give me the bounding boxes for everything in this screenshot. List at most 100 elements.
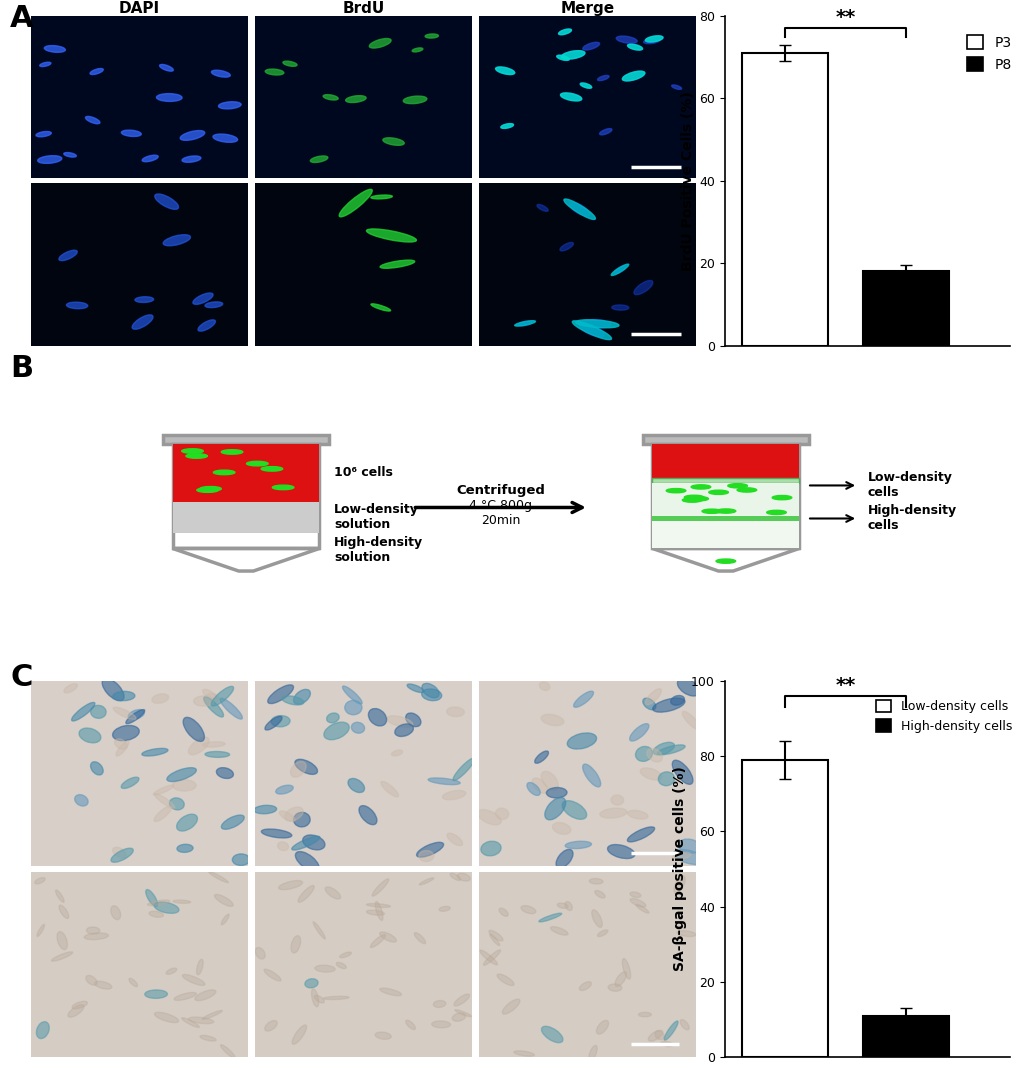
Ellipse shape: [156, 94, 182, 101]
Ellipse shape: [79, 728, 101, 743]
Ellipse shape: [64, 153, 76, 157]
Ellipse shape: [290, 761, 306, 778]
Legend: P3, P8: P3, P8: [960, 30, 1016, 77]
Ellipse shape: [189, 737, 209, 755]
Ellipse shape: [701, 509, 720, 514]
Ellipse shape: [172, 780, 196, 791]
Ellipse shape: [37, 925, 45, 937]
Ellipse shape: [565, 842, 591, 849]
Ellipse shape: [565, 901, 572, 911]
Ellipse shape: [540, 714, 564, 725]
Ellipse shape: [173, 900, 191, 904]
Ellipse shape: [403, 96, 426, 104]
Ellipse shape: [582, 43, 599, 50]
Ellipse shape: [282, 61, 297, 66]
Ellipse shape: [375, 901, 382, 921]
Ellipse shape: [532, 778, 547, 794]
Ellipse shape: [527, 783, 540, 796]
Ellipse shape: [163, 235, 191, 246]
Ellipse shape: [91, 705, 106, 719]
Ellipse shape: [315, 965, 335, 972]
Ellipse shape: [691, 485, 710, 489]
Ellipse shape: [35, 878, 45, 884]
Ellipse shape: [296, 851, 319, 871]
Ellipse shape: [416, 843, 443, 858]
Ellipse shape: [394, 724, 413, 737]
Bar: [172, 444, 319, 549]
Ellipse shape: [278, 880, 303, 890]
Ellipse shape: [645, 36, 662, 42]
Ellipse shape: [599, 808, 627, 818]
Text: **: **: [835, 9, 855, 27]
Ellipse shape: [555, 849, 573, 868]
Ellipse shape: [589, 879, 602, 884]
Ellipse shape: [185, 454, 207, 458]
Ellipse shape: [550, 927, 568, 936]
Ellipse shape: [313, 922, 325, 939]
Bar: [652, 477, 799, 483]
Ellipse shape: [279, 811, 294, 821]
Ellipse shape: [607, 984, 622, 991]
Ellipse shape: [611, 305, 629, 310]
Ellipse shape: [372, 879, 388, 896]
Ellipse shape: [154, 1012, 178, 1023]
Text: Centrifuged: Centrifuged: [455, 484, 544, 497]
Ellipse shape: [183, 718, 204, 741]
Ellipse shape: [607, 845, 634, 859]
Ellipse shape: [539, 682, 549, 690]
Ellipse shape: [255, 947, 265, 959]
Ellipse shape: [154, 806, 171, 821]
Ellipse shape: [55, 890, 64, 902]
Ellipse shape: [541, 1026, 562, 1042]
Ellipse shape: [366, 904, 390, 908]
Ellipse shape: [594, 891, 604, 898]
Ellipse shape: [382, 138, 404, 145]
Ellipse shape: [344, 701, 362, 714]
Bar: [172, 502, 319, 533]
Ellipse shape: [518, 321, 531, 326]
Bar: [652, 521, 799, 549]
Ellipse shape: [265, 717, 281, 731]
Ellipse shape: [556, 904, 568, 908]
Ellipse shape: [412, 48, 423, 52]
Ellipse shape: [422, 684, 439, 697]
Ellipse shape: [630, 892, 640, 897]
Ellipse shape: [221, 815, 244, 829]
Ellipse shape: [407, 684, 424, 692]
Ellipse shape: [572, 320, 611, 340]
Ellipse shape: [672, 852, 690, 860]
Ellipse shape: [339, 189, 372, 217]
Ellipse shape: [579, 324, 604, 336]
Title: Merge: Merge: [559, 1, 613, 16]
Ellipse shape: [132, 315, 153, 329]
Ellipse shape: [652, 698, 685, 712]
Ellipse shape: [451, 1014, 465, 1021]
Ellipse shape: [293, 813, 310, 827]
Ellipse shape: [483, 949, 500, 965]
Ellipse shape: [627, 44, 642, 50]
Ellipse shape: [181, 156, 201, 162]
Ellipse shape: [146, 890, 157, 907]
Ellipse shape: [71, 703, 95, 721]
Ellipse shape: [636, 905, 648, 913]
Ellipse shape: [326, 713, 339, 723]
Ellipse shape: [546, 787, 567, 798]
Ellipse shape: [656, 744, 685, 755]
Bar: [652, 516, 799, 521]
Ellipse shape: [114, 739, 127, 750]
Ellipse shape: [561, 801, 586, 819]
Ellipse shape: [325, 886, 340, 899]
Ellipse shape: [166, 968, 176, 974]
Ellipse shape: [671, 85, 681, 90]
Ellipse shape: [633, 281, 652, 295]
Ellipse shape: [406, 713, 421, 726]
Text: 4 °C 800g
20min: 4 °C 800g 20min: [469, 499, 532, 528]
Bar: [652, 444, 799, 549]
Ellipse shape: [682, 711, 700, 729]
Ellipse shape: [677, 678, 699, 696]
Ellipse shape: [366, 229, 416, 242]
Ellipse shape: [379, 988, 401, 995]
Ellipse shape: [500, 124, 513, 128]
Ellipse shape: [261, 467, 282, 471]
Ellipse shape: [40, 62, 51, 66]
